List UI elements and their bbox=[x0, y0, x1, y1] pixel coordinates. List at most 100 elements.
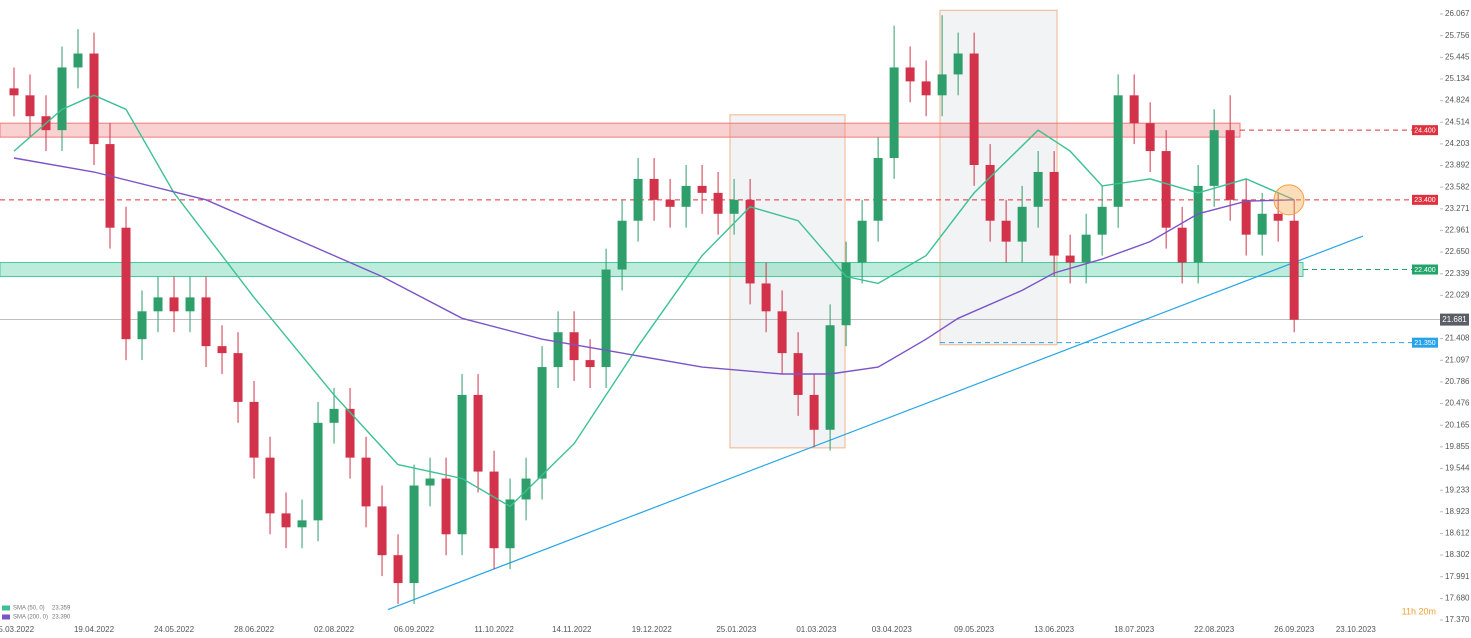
candle-body bbox=[1129, 95, 1139, 124]
candle-body bbox=[73, 53, 83, 68]
level-label-bg bbox=[1412, 194, 1438, 205]
y-tick-label: 25.134 bbox=[1445, 74, 1470, 83]
candle-body bbox=[281, 513, 291, 528]
candle-body bbox=[297, 520, 307, 528]
candle-body bbox=[1177, 227, 1187, 263]
x-tick-label: 13.06.2023 bbox=[1034, 625, 1075, 634]
y-tick-label: 17.991 bbox=[1445, 572, 1470, 581]
y-tick-label: 23.271 bbox=[1445, 204, 1470, 213]
candle-body bbox=[905, 67, 915, 82]
sma-line bbox=[13, 94, 1295, 508]
y-tick-label: 24.824 bbox=[1445, 96, 1470, 105]
price-label-bg bbox=[1440, 313, 1469, 326]
candle-body bbox=[137, 311, 147, 340]
candle-body bbox=[153, 297, 163, 312]
candle-body bbox=[585, 360, 595, 368]
candle-body bbox=[361, 457, 371, 507]
x-tick-label: 03.04.2023 bbox=[872, 625, 913, 634]
highlight-circle bbox=[1273, 184, 1305, 216]
candle-body bbox=[313, 422, 323, 521]
candle-body bbox=[409, 485, 419, 584]
sma-line bbox=[13, 157, 1295, 375]
candle-body bbox=[601, 269, 611, 368]
candle-body bbox=[825, 325, 835, 430]
y-tick-label: 17.370 bbox=[1445, 615, 1470, 624]
candle-body bbox=[1273, 213, 1283, 221]
candle-body bbox=[889, 67, 899, 159]
legend-value: 23.390 bbox=[52, 615, 71, 621]
y-tick-label: 19.544 bbox=[1445, 464, 1470, 473]
candle-body bbox=[729, 199, 739, 214]
x-tick-label: 25.01.2023 bbox=[716, 625, 757, 634]
x-tick-label: 28.06.2022 bbox=[234, 625, 275, 634]
candle-body bbox=[1193, 185, 1203, 263]
x-tick-label: 01.03.2023 bbox=[796, 625, 837, 634]
y-tick-label: 22.961 bbox=[1445, 226, 1470, 235]
candle-body bbox=[1257, 213, 1267, 235]
candle-body bbox=[201, 297, 211, 347]
candle-body bbox=[633, 178, 643, 221]
candle-body bbox=[569, 332, 579, 361]
candle-body bbox=[873, 158, 883, 221]
candle-body bbox=[665, 199, 675, 207]
candle-body bbox=[761, 283, 771, 312]
x-tick-label: 11.10.2022 bbox=[474, 625, 514, 634]
legend-name: SMA (200, 0) bbox=[13, 615, 48, 621]
candle-body bbox=[457, 394, 467, 535]
x-tick-label: 14.11.2022 bbox=[552, 625, 592, 634]
candle-body bbox=[1033, 171, 1043, 207]
candle-body bbox=[393, 555, 403, 584]
candle-body bbox=[121, 227, 131, 340]
candle-body bbox=[1209, 130, 1219, 186]
level-label: 24.400 bbox=[1414, 128, 1436, 135]
legend-swatch bbox=[2, 605, 10, 611]
candle-body bbox=[969, 53, 979, 165]
y-tick-label: 23.892 bbox=[1445, 161, 1470, 170]
candle-body bbox=[185, 297, 195, 312]
candle-body bbox=[473, 394, 483, 472]
candle-body bbox=[377, 506, 387, 556]
y-tick-label: 19.855 bbox=[1445, 442, 1470, 451]
candle-body bbox=[841, 262, 851, 326]
y-tick-label: 18.612 bbox=[1445, 529, 1470, 538]
x-tick-label: 26.09.2023 bbox=[1274, 625, 1315, 634]
candle-body bbox=[425, 478, 435, 486]
candle-body bbox=[105, 144, 115, 228]
level-label-bg bbox=[1412, 125, 1438, 136]
y-tick-label: 20.786 bbox=[1445, 377, 1470, 386]
candle-body bbox=[25, 95, 35, 117]
x-tick-label: 19.04.2022 bbox=[74, 625, 115, 634]
y-tick-label: 21.097 bbox=[1445, 355, 1470, 364]
y-tick-label: 24.514 bbox=[1445, 117, 1470, 126]
x-tick-label: 22.08.2023 bbox=[1194, 625, 1235, 634]
candle-body bbox=[745, 199, 755, 284]
y-tick-label: 24.203 bbox=[1445, 139, 1470, 148]
candle-body bbox=[937, 74, 947, 96]
y-tick-label: 22.650 bbox=[1445, 247, 1470, 256]
y-tick-label: 22.029 bbox=[1445, 290, 1470, 299]
legend-name: SMA (50, 0) bbox=[13, 606, 45, 612]
candle-body bbox=[777, 311, 787, 354]
candle-body bbox=[489, 471, 499, 549]
candle-body bbox=[1097, 206, 1107, 235]
y-tick-label: 23.582 bbox=[1445, 182, 1470, 191]
candle-body bbox=[1081, 234, 1091, 263]
candle-body bbox=[617, 220, 627, 270]
y-tick-label: 25.445 bbox=[1445, 52, 1470, 61]
y-tick-label: 25.756 bbox=[1445, 31, 1470, 40]
candle-body bbox=[1065, 255, 1075, 263]
x-tick-label: 18.07.2023 bbox=[1114, 625, 1155, 634]
candle-body bbox=[1001, 220, 1011, 242]
y-tick-label: 19.233 bbox=[1445, 485, 1470, 494]
candle-body bbox=[57, 67, 67, 131]
x-tick-label: 09.05.2023 bbox=[954, 625, 995, 634]
y-tick-label: 26.067 bbox=[1445, 9, 1470, 18]
candle-body bbox=[169, 297, 179, 312]
x-tick-label: 02.08.2022 bbox=[314, 625, 355, 634]
candle-body bbox=[1161, 151, 1171, 228]
candle-body bbox=[713, 192, 723, 214]
trendline bbox=[387, 235, 1364, 611]
candle-body bbox=[985, 164, 995, 221]
y-tick-label: 17.680 bbox=[1445, 593, 1470, 602]
